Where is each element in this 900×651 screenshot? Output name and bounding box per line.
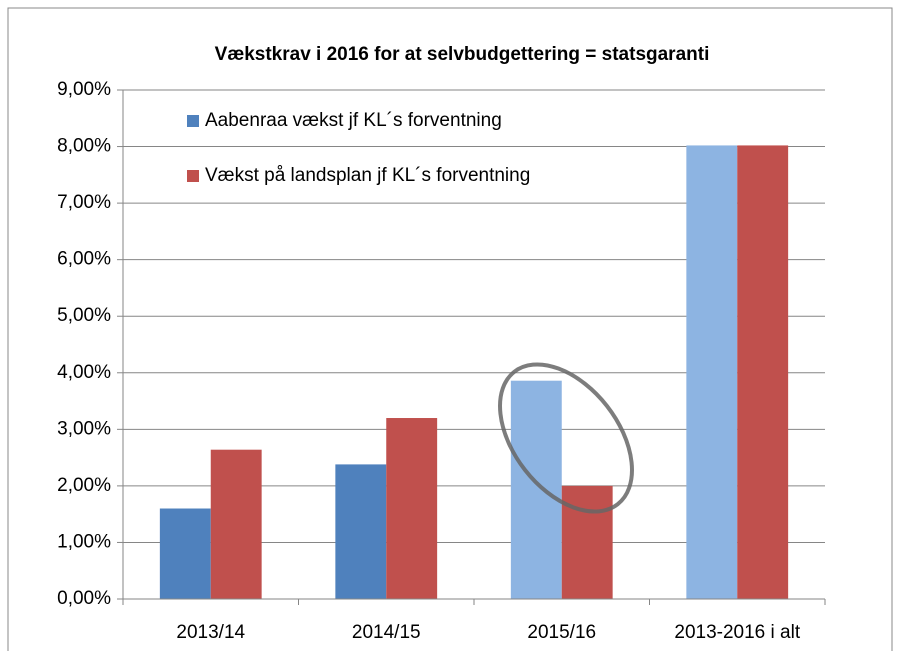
x-tick-label: 2014/15 bbox=[352, 622, 421, 643]
plot-area: 0,00% 1,00% 2,00% 3,00% 4,00% 5,00% 6,00% 7,00%… bbox=[57, 79, 826, 643]
highlight-ellipse bbox=[498, 362, 634, 514]
legend-label: Aabenraa vækst jf KL´s forventning bbox=[205, 110, 502, 131]
y-tick-label: 6,00% bbox=[57, 249, 111, 270]
legend-label: Vækst på landsplan jf KL´s forventning bbox=[205, 165, 530, 186]
y-tick-label: 5,00% bbox=[57, 305, 111, 326]
x-tick-label: 2013/14 bbox=[176, 622, 245, 643]
y-tick-label: 1,00% bbox=[57, 531, 111, 552]
bar bbox=[159, 508, 211, 599]
x-tick-label: 2013-2016 i alt bbox=[674, 622, 800, 643]
y-tick-label: 9,00% bbox=[57, 79, 111, 100]
bar bbox=[510, 380, 562, 599]
legend-swatch bbox=[187, 170, 199, 182]
y-tick-label: 2,00% bbox=[57, 475, 111, 496]
y-tick-label: 0,00% bbox=[57, 588, 111, 609]
bar bbox=[386, 418, 438, 599]
y-tick-label: 3,00% bbox=[57, 418, 111, 439]
bar bbox=[335, 464, 387, 599]
bar bbox=[210, 449, 262, 599]
y-tick-label: 8,00% bbox=[57, 136, 111, 157]
bar bbox=[561, 485, 613, 599]
bar bbox=[737, 145, 789, 599]
legend-swatch bbox=[187, 115, 199, 127]
x-tick-label: 2015/16 bbox=[527, 622, 596, 643]
y-tick-label: 7,00% bbox=[57, 192, 111, 213]
chart-title: Vækstkrav i 2016 for at selvbudgettering… bbox=[215, 44, 710, 65]
bar bbox=[686, 145, 738, 599]
y-tick-label: 4,00% bbox=[57, 362, 111, 383]
